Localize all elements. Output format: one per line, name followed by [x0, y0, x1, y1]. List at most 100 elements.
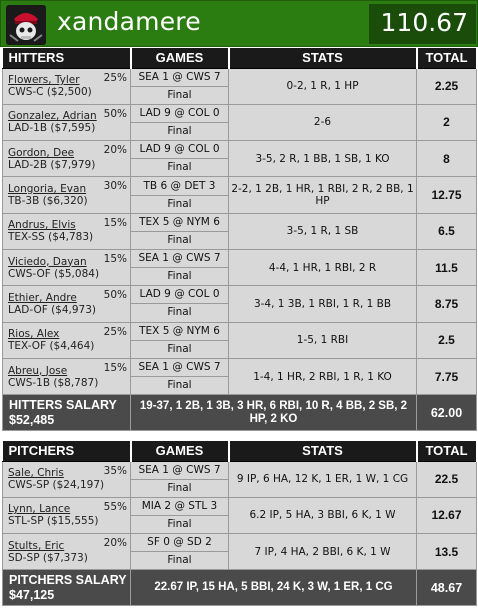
player-cell: Andrus, Elvis TEX-SS ($4,783) 15%	[2, 212, 131, 250]
player-position-salary: TEX-OF ($4,464)	[8, 340, 95, 353]
player-position-salary: SD-SP ($7,373)	[8, 551, 88, 564]
player-stats: 0-2, 1 R, 1 HP	[228, 67, 417, 105]
game-score: SEA 1 @ CWS 7	[131, 250, 228, 269]
player-name-link[interactable]: Gonzalez, Adrian	[8, 110, 97, 123]
player-row: Sale, Chris CWS-SP ($24,197) 35% SEA 1 @ CW…	[2, 460, 477, 498]
ownership-percent: 15%	[103, 361, 127, 374]
pitchers-total-points: 48.67	[416, 569, 477, 607]
player-row: Flowers, Tyler CWS-C ($2,500) 25% SEA 1 @ C…	[2, 67, 477, 105]
player-stats: 2-2, 1 2B, 1 HR, 1 RBI, 2 R, 2 BB, 1 HP	[228, 176, 417, 214]
player-row: Stults, Eric SD-SP ($7,373) 20% SF 0 @ SD 2…	[2, 533, 477, 571]
player-position-salary: LAD-1B ($7,595)	[8, 122, 96, 135]
game-score: LAD 9 @ COL 0	[131, 141, 228, 160]
game-status: Final	[167, 342, 192, 355]
player-stats: 7 IP, 4 HA, 2 BBI, 6 K, 1 W	[228, 533, 417, 571]
player-cell: Gonzalez, Adrian LAD-1B ($7,595) 50%	[2, 103, 131, 142]
player-name-link[interactable]: Sale, Chris	[8, 467, 64, 480]
player-points: 12.75	[416, 176, 477, 214]
game-score: SF 0 @ SD 2	[131, 534, 228, 553]
player-stats: 6.2 IP, 5 HA, 3 BBI, 6 K, 1 W	[228, 496, 417, 535]
pitchers-salary-cell: PITCHERS SALARY $47,125	[2, 569, 131, 607]
game-status: Final	[167, 88, 192, 101]
ownership-percent: 30%	[103, 180, 127, 193]
pitchers-table: PITCHERS GAMES STATS TOTAL Sale, Chris CW…	[2, 441, 478, 607]
player-name-link[interactable]: Rios, Alex	[8, 328, 60, 341]
hitters-salary-row: HITTERS SALARY $52,485 19-37, 1 2B, 1 3B…	[2, 394, 477, 432]
player-stats: 9 IP, 6 HA, 12 K, 1 ER, 1 W, 1 CG	[228, 460, 417, 498]
hitters-total-points: 62.00	[416, 394, 477, 432]
player-row: Ethier, Andre LAD-OF ($4,973) 50% LAD 9 @ C…	[2, 285, 477, 323]
ownership-percent: 50%	[103, 107, 127, 120]
ownership-percent: 25%	[103, 325, 127, 338]
game-cell: SEA 1 @ CWS 7 Final	[130, 460, 229, 498]
player-cell: Viciedo, Dayan CWS-OF ($5,084) 15%	[2, 248, 131, 287]
game-cell: SF 0 @ SD 2 Final	[130, 533, 229, 571]
player-points: 8	[416, 140, 477, 178]
player-row: Gordon, Dee LAD-2B ($7,979) 20% LAD 9 @ COL…	[2, 140, 477, 178]
player-name-link[interactable]: Flowers, Tyler	[8, 74, 80, 87]
game-cell: TEX 5 @ NYM 6 Final	[130, 321, 229, 359]
team-header: xandamere 110.67	[0, 0, 478, 47]
player-position-salary: TB-3B ($6,320)	[8, 195, 88, 208]
game-status: Final	[167, 379, 192, 392]
game-status: Final	[167, 554, 192, 567]
player-name-link[interactable]: Andrus, Elvis	[8, 219, 76, 232]
game-score: LAD 9 @ COL 0	[131, 286, 228, 305]
player-stats: 2-6	[228, 103, 417, 142]
player-cell: Stults, Eric SD-SP ($7,373) 20%	[2, 533, 131, 571]
player-name-link[interactable]: Viciedo, Dayan	[8, 255, 87, 268]
hitters-salary-cell: HITTERS SALARY $52,485	[2, 394, 131, 432]
game-cell: MIA 2 @ STL 3 Final	[130, 496, 229, 535]
player-position-salary: CWS-SP ($24,197)	[8, 479, 105, 492]
player-points: 2.5	[416, 321, 477, 359]
player-row: Rios, Alex TEX-OF ($4,464) 25% TEX 5 @ NYM …	[2, 321, 477, 359]
player-name-link[interactable]: Stults, Eric	[8, 539, 65, 552]
player-points: 13.5	[416, 533, 477, 571]
ownership-percent: 50%	[103, 289, 127, 302]
player-cell: Abreu, Jose CWS-1B ($8,787) 15%	[2, 357, 131, 396]
game-status: Final	[167, 233, 192, 246]
games-column-header: GAMES	[130, 441, 230, 462]
game-cell: SEA 1 @ CWS 7 Final	[130, 67, 229, 105]
player-name-link[interactable]: Longoria, Evan	[8, 183, 87, 196]
game-score: TEX 5 @ NYM 6	[131, 323, 228, 341]
hitters-salary-label: HITTERS SALARY	[9, 397, 117, 412]
player-cell: Ethier, Andre LAD-OF ($4,973) 50%	[2, 285, 131, 323]
game-score: LAD 9 @ COL 0	[131, 105, 228, 123]
player-name-link[interactable]: Lynn, Lance	[8, 503, 71, 516]
game-score: MIA 2 @ STL 3	[131, 498, 228, 516]
game-cell: SEA 1 @ CWS 7 Final	[130, 357, 229, 396]
pitchers-stats-summary: 22.67 IP, 15 HA, 5 BBI, 24 K, 3 W, 1 ER,…	[130, 569, 417, 607]
game-score: SEA 1 @ CWS 7	[131, 359, 228, 378]
ownership-percent: 20%	[103, 144, 127, 157]
ownership-percent: 35%	[103, 464, 127, 477]
game-status: Final	[167, 124, 192, 137]
team-score: 110.67	[380, 8, 468, 37]
player-position-salary: CWS-1B ($8,787)	[8, 376, 99, 389]
game-score: SEA 1 @ CWS 7	[131, 69, 228, 87]
game-status: Final	[167, 481, 192, 494]
game-status: Final	[167, 270, 192, 283]
player-row: Andrus, Elvis TEX-SS ($4,783) 15% TEX 5 @ N…	[2, 212, 477, 250]
team-name: xandamere	[57, 7, 201, 36]
player-name-link[interactable]: Ethier, Andre	[8, 291, 77, 304]
player-cell: Sale, Chris CWS-SP ($24,197) 35%	[2, 460, 131, 498]
game-status: Final	[167, 197, 192, 210]
hitters-salary-value: $52,485	[9, 412, 55, 427]
stats-column-header: STATS	[228, 48, 418, 69]
game-score: SEA 1 @ CWS 7	[131, 462, 228, 480]
player-row: Lynn, Lance STL-SP ($15,555) 55% MIA 2 @ ST…	[2, 496, 477, 535]
total-column-header: TOTAL	[416, 48, 478, 69]
pitchers-salary-row: PITCHERS SALARY $47,125 22.67 IP, 15 HA,…	[2, 569, 477, 607]
game-cell: TB 6 @ DET 3 Final	[130, 176, 229, 214]
stats-column-header: STATS	[228, 441, 418, 462]
player-points: 8.75	[416, 285, 477, 323]
player-points: 22.5	[416, 460, 477, 498]
player-cell: Longoria, Evan TB-3B ($6,320) 30%	[2, 176, 131, 214]
player-stats: 3-5, 1 R, 1 SB	[228, 212, 417, 250]
player-position-salary: TEX-SS ($4,783)	[8, 231, 94, 244]
player-name-link[interactable]: Gordon, Dee	[8, 146, 75, 159]
ownership-percent: 20%	[103, 537, 127, 550]
player-name-link[interactable]: Abreu, Jose	[8, 364, 68, 377]
hitters-table: HITTERS GAMES STATS TOTAL Flowers, Tyler…	[2, 48, 478, 432]
